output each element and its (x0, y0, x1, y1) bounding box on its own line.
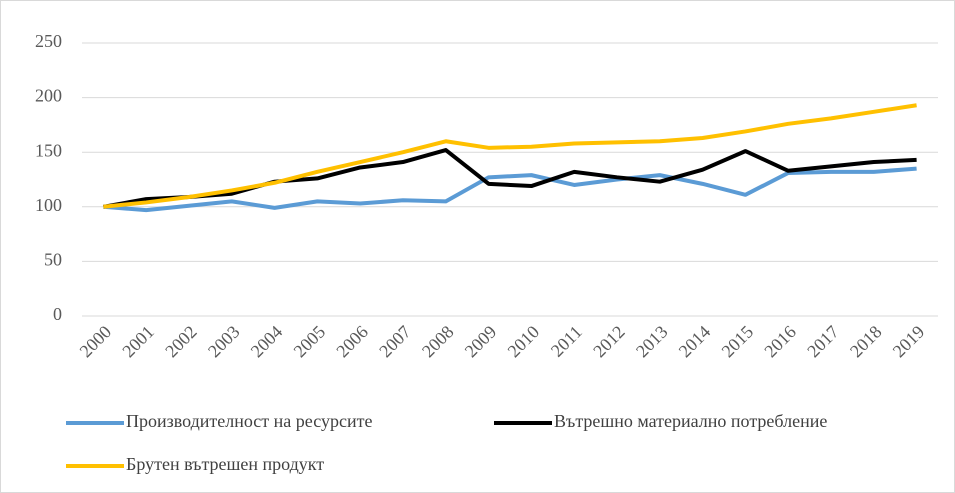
legend: Производителност на ресурсите Вътрешно ма… (66, 411, 827, 474)
legend-label: Производителност на ресурсите (126, 411, 372, 431)
y-tick-label: 50 (44, 250, 62, 270)
y-tick-label: 250 (35, 31, 62, 51)
y-tick-label: 100 (35, 195, 62, 215)
legend-label: Брутен вътрешен продукт (126, 454, 324, 474)
legend-label: Вътрешно материално потребление (554, 411, 827, 431)
y-tick-label: 200 (35, 86, 62, 106)
line-series (103, 148, 917, 209)
line-series (103, 166, 917, 213)
y-tick-label: 150 (35, 140, 62, 160)
y-tick-label: 0 (53, 304, 62, 324)
line-series (103, 103, 917, 209)
